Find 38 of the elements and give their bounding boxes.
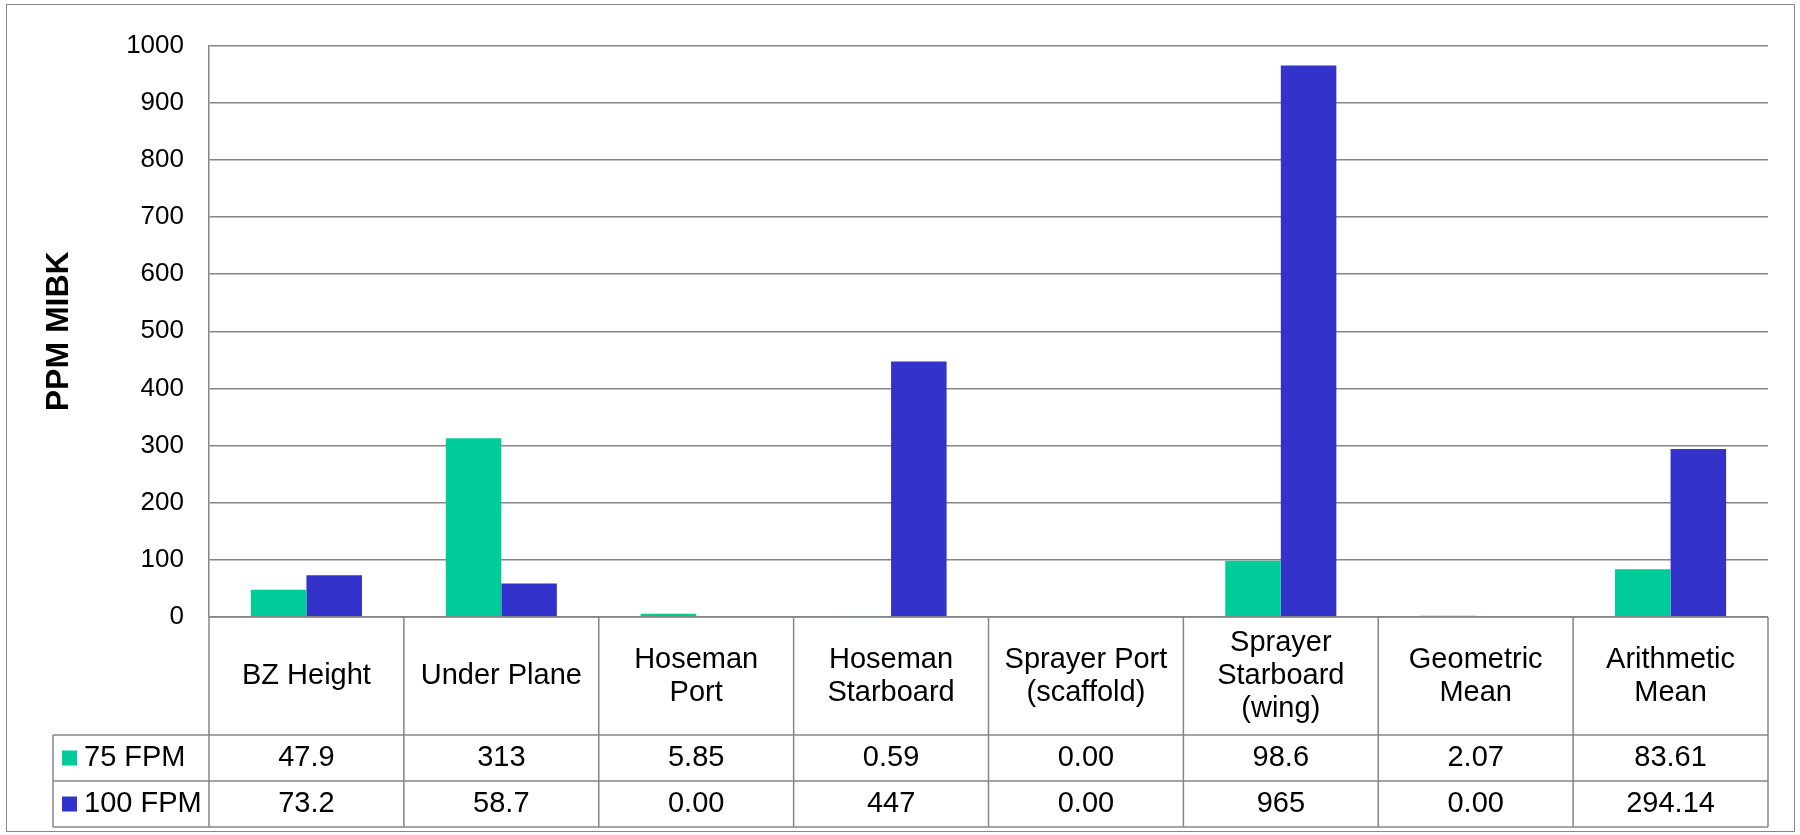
data-label: 47.9 (278, 740, 335, 772)
data-label: 0.00 (1447, 786, 1504, 818)
legend-label: 75 FPM (84, 740, 186, 772)
data-label: 313 (477, 740, 526, 772)
y-tick-label: 900 (140, 85, 184, 116)
data-label: 0.00 (1057, 786, 1115, 818)
x-tick-label: Sprayer Port (scaffold) (1004, 641, 1168, 707)
y-tick-label: 400 (140, 371, 184, 402)
y-tick-label: 0 (169, 600, 184, 631)
x-tick-label: Geometric Mean (1408, 641, 1543, 707)
data-label: 0.00 (667, 786, 725, 818)
legend-label: 100 FPM (84, 786, 202, 818)
y-tick-label: 100 (140, 543, 184, 574)
y-tick-label: 300 (140, 428, 184, 459)
x-tick-label: Hoseman Port (634, 641, 759, 707)
data-label: 2.07 (1447, 740, 1504, 772)
y-tick-label: 500 (140, 314, 184, 345)
x-tick-label: Arithmetic Mean (1606, 641, 1736, 707)
y-tick-label: 700 (140, 200, 184, 231)
x-tick-label: Sprayer Starboard (wing) (1217, 625, 1345, 723)
data-label: 83.61 (1634, 740, 1707, 772)
data-label: 0.00 (1057, 740, 1115, 772)
y-tick-label: 600 (140, 257, 184, 288)
y-tick-label: 1000 (126, 28, 184, 59)
x-tick-label: BZ Height (241, 658, 371, 690)
data-label: 447 (866, 786, 916, 818)
data-label: 965 (1256, 786, 1306, 818)
data-label: 98.6 (1252, 740, 1310, 772)
x-tick-label: Hoseman Starboard (827, 641, 955, 707)
data-label: 73.2 (278, 786, 335, 818)
y-tick-label: 800 (140, 143, 184, 174)
y-tick-label: 200 (140, 485, 184, 516)
data-label: 5.85 (667, 740, 725, 772)
data-label: 58.7 (473, 786, 530, 818)
data-label: 294.14 (1626, 786, 1715, 818)
y-axis-title: PPM MIBK (39, 251, 76, 412)
data-label: 0.59 (862, 740, 920, 772)
x-tick-label: Under Plane (420, 658, 582, 690)
